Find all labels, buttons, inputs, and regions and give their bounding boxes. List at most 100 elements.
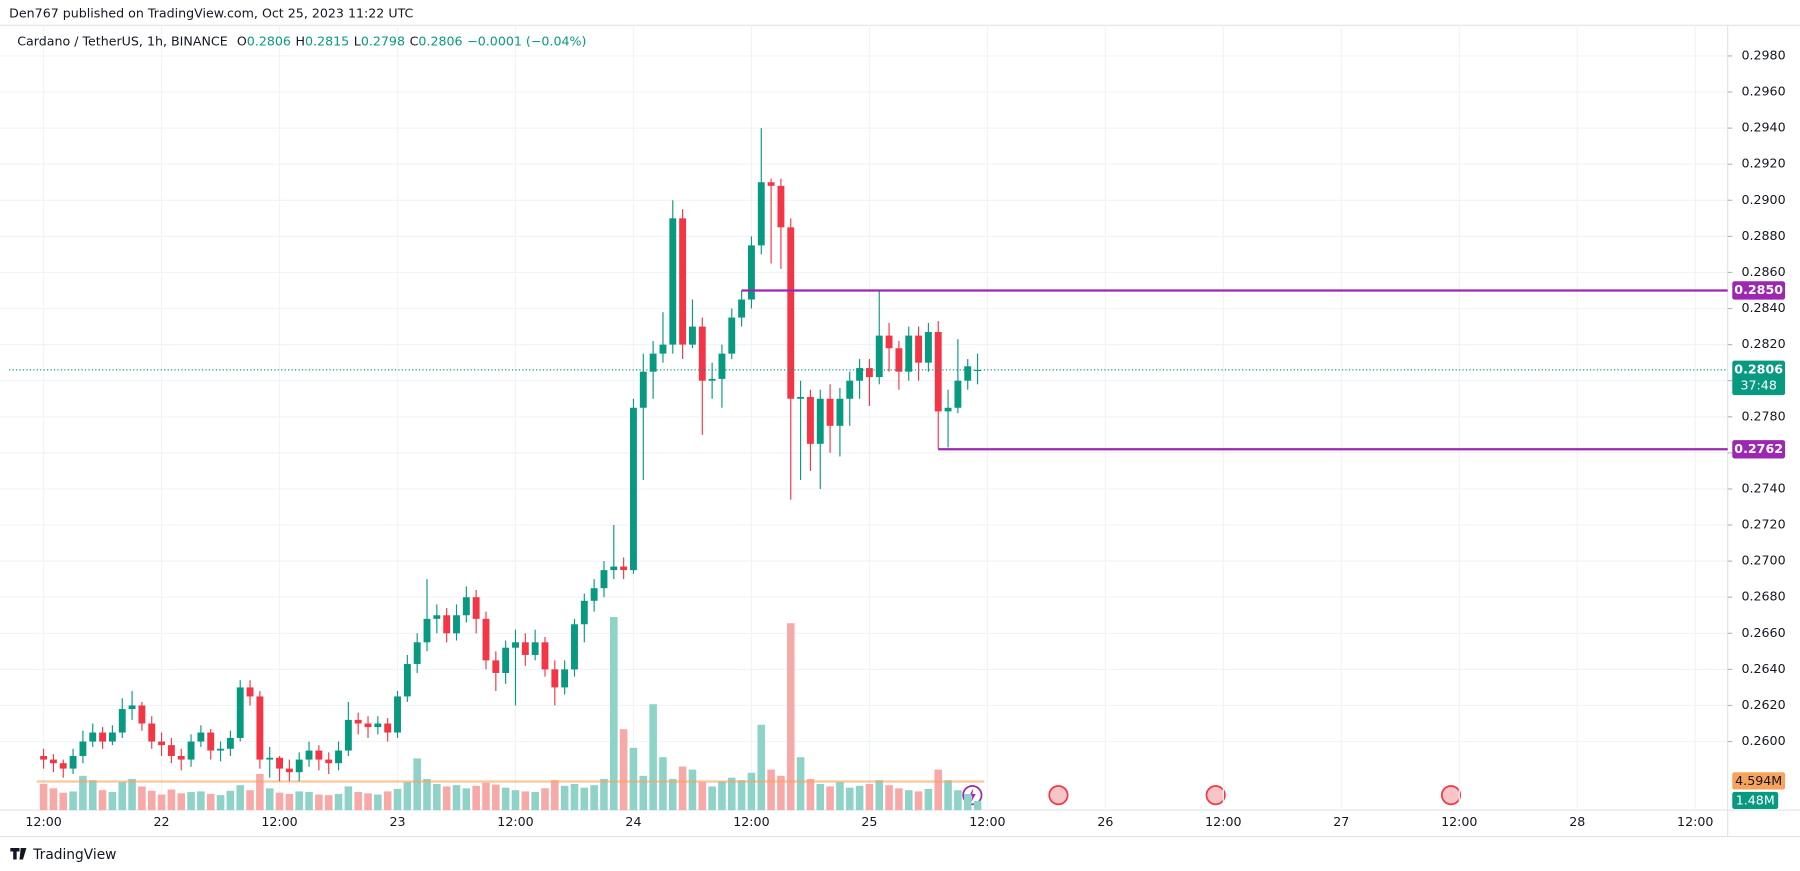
volume-bar [88, 780, 97, 811]
volume-ma-label: 4.594M [1735, 773, 1782, 788]
candle-body [217, 748, 224, 751]
volume [39, 617, 982, 811]
volume-bar [501, 787, 510, 811]
volume-bar [826, 786, 834, 811]
level-label-box [1732, 440, 1786, 459]
candle-body [472, 597, 480, 619]
candle-body [502, 647, 510, 673]
last-price-box [1732, 360, 1786, 396]
candle-body [757, 182, 765, 246]
y-tick-label: 0.2680 [1741, 589, 1785, 604]
candle-body [728, 317, 736, 354]
candle-body [659, 344, 667, 354]
volume-bar [944, 780, 952, 811]
candle-body [787, 227, 795, 399]
level-label: 0.2762 [1734, 441, 1783, 456]
candle-body [649, 353, 657, 372]
volume-bar [108, 792, 117, 811]
y-tick-label: 0.2880 [1741, 228, 1785, 243]
candle-body [531, 642, 539, 655]
candle-body [974, 369, 981, 372]
x-tick-label: 12:00 [1441, 814, 1477, 829]
candle-body [580, 600, 588, 625]
candle-body [777, 185, 785, 228]
volume-bar [147, 790, 156, 811]
legend-change: −0.0001 (−0.04%) [467, 33, 586, 48]
x-tick-label: 12:00 [733, 814, 769, 829]
candle-body [561, 669, 569, 688]
candle-body [354, 719, 362, 724]
y-tick-label: 0.2600 [1741, 733, 1785, 748]
volume-bar [777, 775, 785, 811]
candle-body [413, 642, 421, 664]
legend-key: O [237, 33, 247, 48]
volume-bar [492, 784, 500, 811]
volume-bar [79, 775, 87, 811]
grid [0, 25, 1728, 811]
y-tick-label: 0.2660 [1741, 625, 1785, 640]
volume-bar [895, 788, 903, 811]
volume-ma-box [1732, 772, 1786, 790]
x-tick-label: 22 [154, 814, 170, 829]
candle-body [708, 378, 716, 381]
candle-body [806, 396, 814, 444]
y-tick-label: 0.2620 [1741, 697, 1785, 712]
volume-bar [206, 793, 215, 811]
volume-bar [482, 782, 490, 811]
volume-bar [344, 786, 353, 811]
candle-body [689, 326, 696, 345]
candle-body [89, 732, 97, 742]
volume-bar [629, 747, 638, 811]
x-tick-label: 27 [1333, 814, 1349, 829]
y-tick-label: 0.2900 [1741, 192, 1785, 207]
candle-body [187, 741, 195, 760]
volume-bar [659, 757, 667, 811]
candle-body [639, 371, 647, 408]
volume-bar [59, 792, 68, 811]
chart-legend: Cardano / TetherUS, 1h, BINANCE O0.2806 H0… [17, 33, 586, 48]
volume-bar [334, 793, 343, 811]
y-tick-label: 0.2820 [1741, 336, 1785, 351]
x-tick-label: 26 [1097, 814, 1113, 829]
event-icons [962, 785, 1462, 806]
candle-body [49, 759, 57, 764]
volume-bar [433, 783, 441, 811]
y-tick-label: 0.2740 [1741, 480, 1785, 495]
candle-body [600, 570, 608, 589]
volume-bar [600, 778, 608, 811]
y-tick-label: 0.2960 [1741, 84, 1785, 99]
candle-body [315, 750, 323, 760]
countdown-label: 37:48 [1740, 377, 1776, 392]
candle-body [394, 696, 401, 733]
volume-bar [118, 782, 127, 811]
candle-body [836, 398, 844, 426]
legend-key: H [296, 33, 305, 48]
volume-bar [973, 800, 982, 811]
volume-bar [570, 783, 579, 811]
volume-bar [246, 790, 254, 811]
volume-bar [452, 785, 461, 811]
candle-body [158, 741, 166, 746]
volume-bar [187, 792, 195, 811]
volume-bar [836, 782, 844, 811]
candle-body [767, 182, 775, 186]
candle-body [99, 732, 107, 742]
candle-body [669, 218, 677, 345]
candle-body [846, 380, 854, 399]
volume-bar [580, 787, 589, 811]
candle-body [423, 618, 431, 643]
x-tick-label: 25 [861, 814, 877, 829]
volume-bar [708, 786, 716, 811]
volume-bar [256, 773, 264, 811]
x-tick-label: 28 [1569, 814, 1585, 829]
volume-bar [423, 778, 431, 811]
x-tick-label: 12:00 [1205, 814, 1241, 829]
volume-bar [875, 780, 884, 811]
publisher-note: Den767 published on TradingView.com, Oct… [9, 5, 413, 20]
y-tick-label: 0.2940 [1741, 120, 1785, 135]
candle-body [856, 368, 864, 381]
candle-body [226, 737, 234, 749]
volume-bar [177, 793, 186, 811]
volume-bar [590, 785, 598, 811]
candle-body [512, 642, 519, 648]
